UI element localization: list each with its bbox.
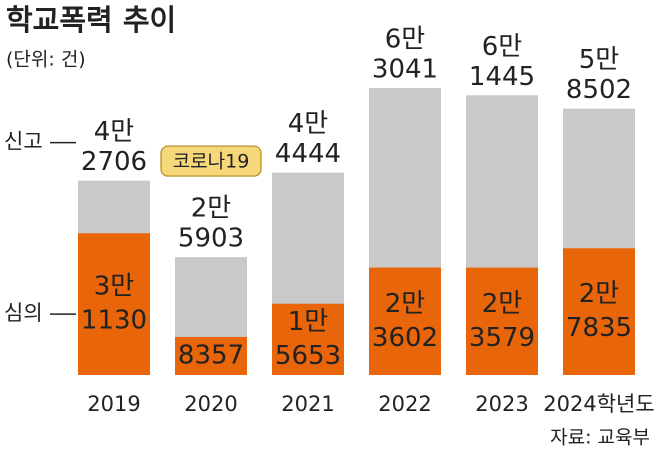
bar: [466, 267, 538, 375]
value-label: 4444: [275, 139, 341, 169]
series-label: 신고: [4, 130, 43, 154]
value-label: 4만: [288, 109, 328, 139]
bar: [175, 336, 247, 375]
value-label: 1130: [81, 306, 147, 336]
value-label: 8357: [178, 340, 244, 370]
source: 자료: 교육부: [550, 427, 650, 449]
chart-title: 학교폭력 추이: [6, 3, 176, 37]
value-label: 2706: [81, 147, 147, 177]
value-label: 3만: [94, 272, 134, 302]
value-label: 2만: [482, 289, 522, 319]
value-label: 6만: [482, 32, 522, 62]
bar: [78, 233, 150, 375]
value-label: 3602: [372, 323, 438, 353]
x-tick-label: 2024학년도: [543, 392, 654, 416]
x-tick-label: 2020: [184, 392, 237, 416]
x-tick-label: 2021: [281, 392, 334, 416]
value-label: 7835: [566, 313, 632, 343]
annotation: 코로나19: [173, 151, 250, 173]
x-tick-label: 2023: [475, 392, 528, 416]
bar: [272, 303, 344, 375]
value-label: 5653: [275, 341, 341, 371]
x-tick-label: 2022: [378, 392, 431, 416]
value-label: 8502: [566, 75, 632, 105]
bar: [369, 267, 441, 375]
value-label: 2만: [579, 279, 619, 309]
value-label: 2만: [385, 289, 425, 319]
value-label: 2만: [191, 194, 231, 224]
series-label: 심의: [4, 301, 43, 325]
bar: [563, 248, 635, 375]
chart-subtitle: (단위: 건): [6, 49, 86, 71]
value-label: 5903: [178, 224, 244, 254]
annotation-box: [160, 145, 262, 177]
x-tick-label: 2019: [87, 392, 140, 416]
value-label: 5만: [579, 45, 619, 75]
value-label: 1만: [288, 307, 328, 337]
value-label: 3579: [469, 323, 535, 353]
value-label: 1445: [469, 62, 535, 92]
value-label: 6만: [385, 25, 425, 55]
value-label: 3041: [372, 55, 438, 85]
value-label: 4만: [94, 117, 134, 147]
